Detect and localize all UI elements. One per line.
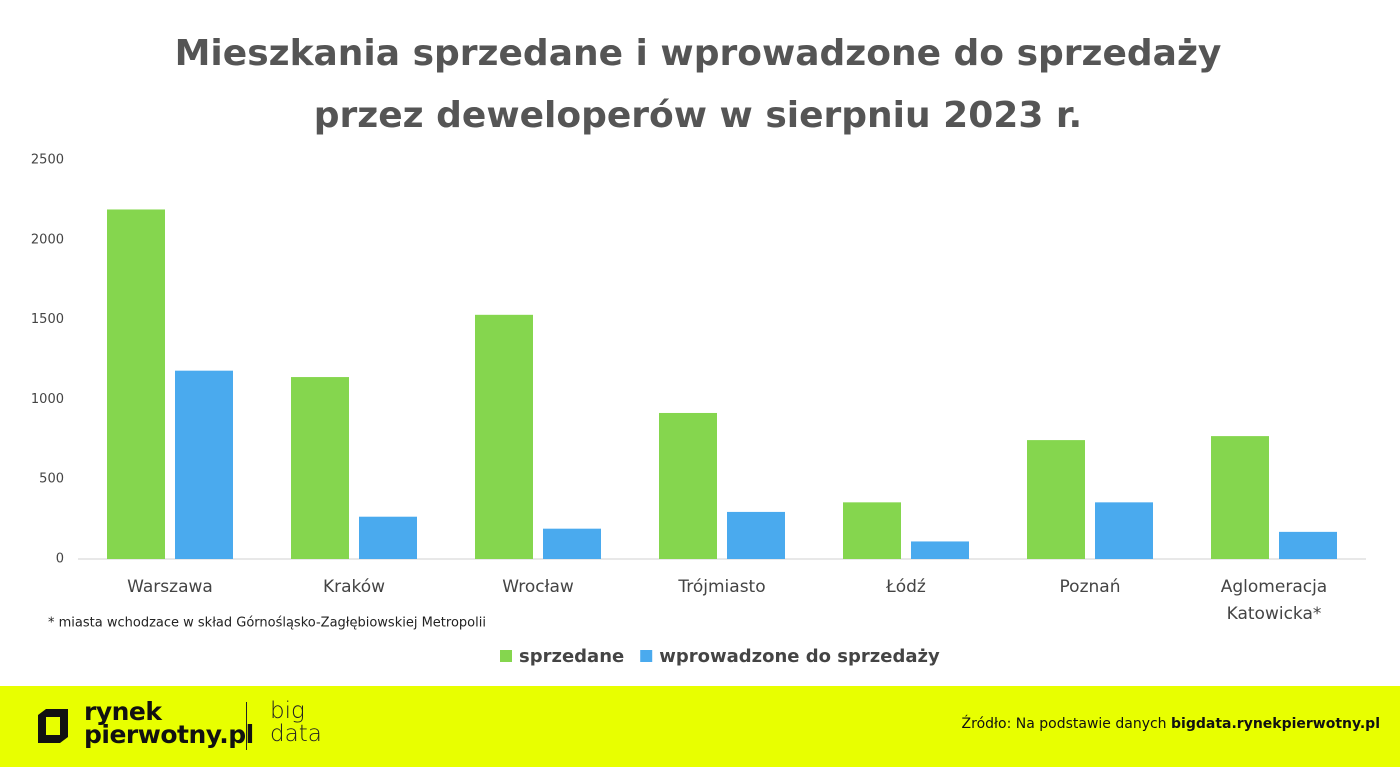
bar: [475, 314, 533, 559]
legend-swatch: [640, 650, 653, 662]
logo-text: rynek: [84, 697, 162, 726]
bar: [843, 502, 901, 559]
x-tick-label: Wrocław: [502, 577, 574, 597]
footnote: * miasta wchodzace w skład Górnośląsko-Z…: [48, 616, 486, 631]
bar: [1279, 531, 1337, 559]
footer: rynek pierwotny.pl big data Źródło: Na pod…: [0, 686, 1400, 767]
x-tick-label: Warszawa: [127, 577, 213, 597]
x-tick-label: Trójmiasto: [678, 577, 766, 597]
source: Źródło: Na podstawie danych bigdata.ryne…: [962, 716, 1380, 732]
chart-title: przez deweloperów w sierpniu 2023 r.: [314, 95, 1082, 136]
bar: [911, 541, 969, 559]
y-tick-label: 2000: [31, 232, 64, 247]
logo-text: pierwotny.pl: [84, 720, 254, 749]
x-tick-label: Kraków: [322, 577, 386, 597]
legend-label: wprowadzone do sprzedaży: [659, 646, 940, 667]
x-tick-label: Aglomeracja Katowicka*: [1220, 577, 1328, 624]
x-tick-label: Łódź: [886, 577, 926, 597]
source-link: bigdata.rynekpierwotny.pl: [1171, 716, 1380, 732]
bar: [1211, 436, 1269, 559]
y-tick-label: 500: [39, 472, 64, 487]
legend-swatch: [500, 650, 512, 662]
logo-text: data: [270, 721, 322, 747]
chart-title: Mieszkania sprzedane i wprowadzone do sp…: [175, 33, 1222, 74]
y-tick-label: 2500: [31, 153, 64, 168]
logo-text: big: [270, 698, 305, 724]
logo: big data: [270, 700, 322, 746]
logo-icon: [38, 709, 68, 743]
y-tick-label: 1500: [31, 312, 64, 327]
x-tick-label: Poznań: [1059, 577, 1121, 597]
bar: [1095, 502, 1153, 559]
bar: [359, 516, 417, 559]
bar: [659, 412, 717, 559]
bar: [543, 528, 601, 559]
bar: [727, 511, 785, 559]
bar: [175, 370, 233, 559]
y-tick-label: 1000: [31, 392, 64, 407]
divider: [246, 702, 247, 750]
logo: rynek pierwotny.pl: [84, 697, 254, 749]
bar: [1027, 440, 1085, 559]
chart: Mieszkania sprzedane i wprowadzone do sp…: [31, 33, 1366, 667]
y-tick-label: 0: [56, 552, 64, 567]
legend-label: sprzedane: [519, 646, 624, 667]
source-label: Źródło: Na podstawie danych: [961, 716, 1167, 732]
bar: [291, 377, 349, 559]
bar: [107, 209, 165, 559]
